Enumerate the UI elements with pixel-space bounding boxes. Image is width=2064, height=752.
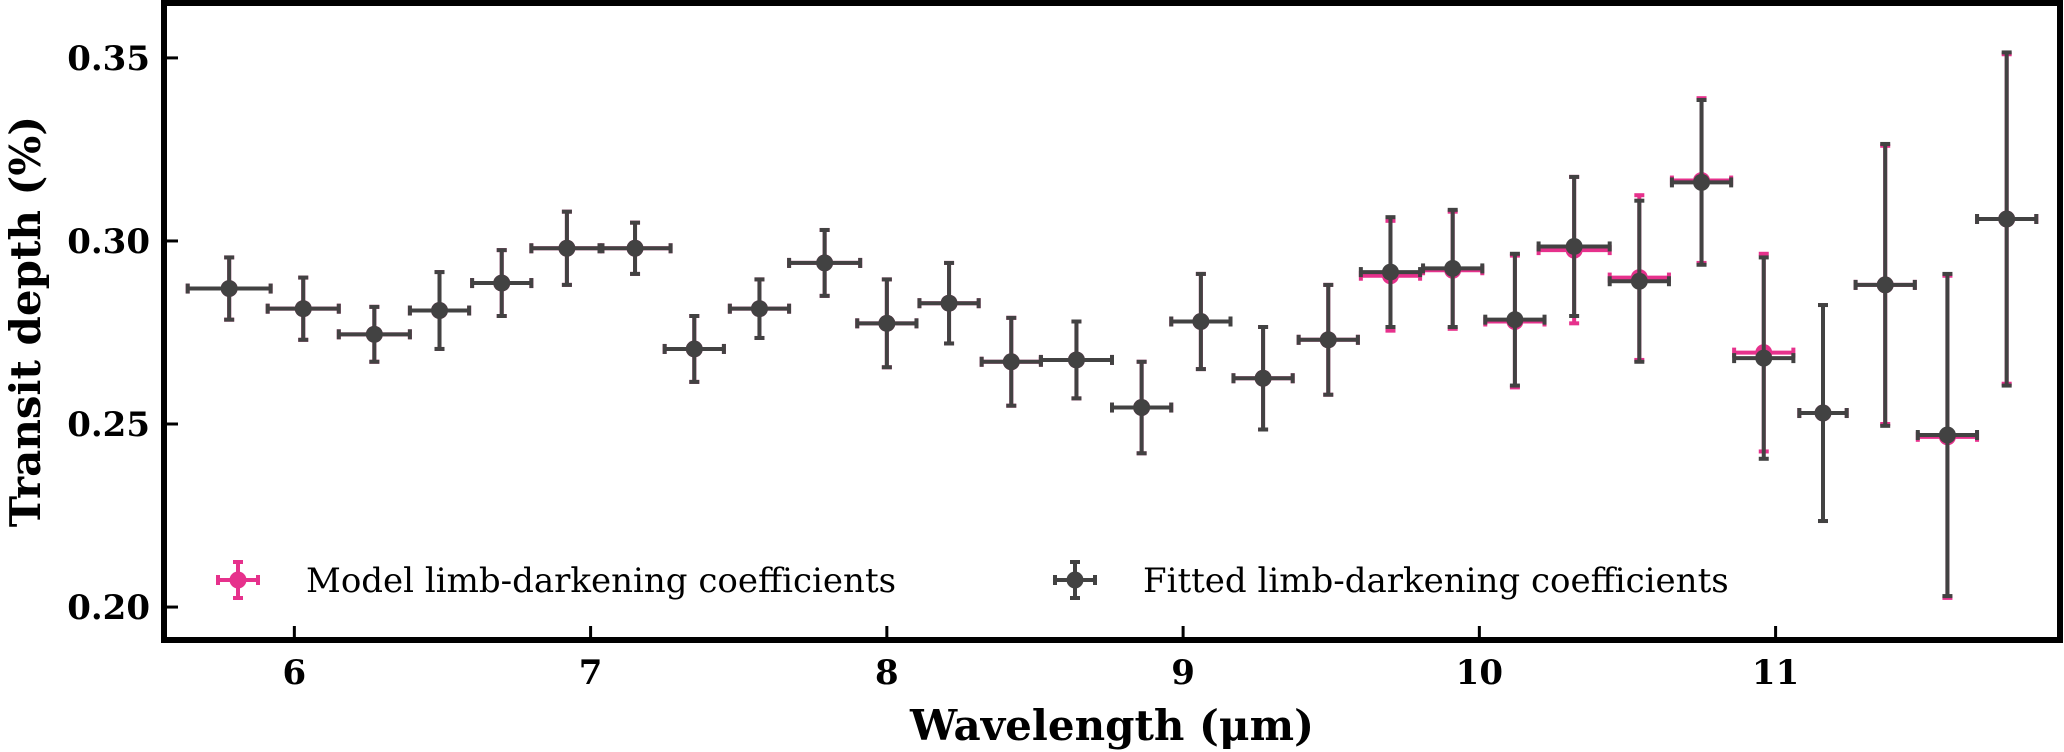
data-point bbox=[1421, 207, 1485, 329]
y-axis-ticks: 0.20 0.25 0.30 0.35 bbox=[67, 39, 178, 628]
series-model bbox=[185, 52, 2039, 600]
legend-marker-model bbox=[216, 560, 260, 600]
y-tick-label: 0.25 bbox=[67, 405, 150, 445]
legend-marker-point bbox=[216, 560, 260, 600]
data-point bbox=[1038, 319, 1114, 401]
y-tick-label: 0.20 bbox=[67, 588, 150, 628]
legend-marker-point bbox=[1053, 560, 1097, 600]
data-point bbox=[1732, 255, 1796, 461]
data-point bbox=[1483, 251, 1547, 388]
data-point bbox=[1607, 198, 1671, 364]
data-point bbox=[1853, 141, 1917, 428]
data-point bbox=[470, 248, 534, 319]
x-axis-ticks: 6 7 8 9 10 11 bbox=[283, 626, 1799, 693]
legend-marker-fitted bbox=[1053, 560, 1097, 600]
x-tick-label: 7 bbox=[579, 653, 603, 693]
data-point bbox=[979, 315, 1043, 408]
data-point bbox=[185, 255, 273, 322]
y-axis-label: Transit depth (%) bbox=[1, 116, 50, 527]
data-point bbox=[662, 314, 726, 384]
y-tick-label: 0.35 bbox=[67, 39, 150, 79]
data-point bbox=[855, 277, 919, 370]
x-tick-label: 11 bbox=[1752, 653, 1799, 693]
data-point bbox=[1169, 271, 1233, 372]
plot-frame bbox=[161, 0, 2063, 643]
x-tick-label: 8 bbox=[875, 653, 899, 693]
data-point bbox=[1915, 271, 1980, 599]
x-tick-label: 10 bbox=[1456, 653, 1503, 693]
data-point bbox=[787, 227, 863, 298]
x-axis-label: Wavelength (μm) bbox=[909, 701, 1314, 750]
x-tick-label: 6 bbox=[283, 653, 307, 693]
series-fitted bbox=[185, 50, 2039, 599]
data-point bbox=[336, 304, 412, 364]
data-point bbox=[1797, 303, 1849, 524]
data-point bbox=[1536, 174, 1612, 319]
x-tick-label: 9 bbox=[1171, 653, 1195, 693]
data-point bbox=[529, 209, 605, 287]
data-point bbox=[597, 220, 673, 276]
data-point bbox=[1231, 324, 1295, 432]
legend: Model limb-darkening coefficients Fitted… bbox=[216, 560, 1729, 601]
data-point bbox=[1669, 98, 1734, 267]
data-point bbox=[1975, 50, 2039, 388]
data-point bbox=[1110, 359, 1174, 456]
data-point bbox=[407, 270, 472, 351]
data-point bbox=[917, 260, 981, 346]
plot-series bbox=[185, 50, 2039, 600]
data-point bbox=[1358, 215, 1423, 329]
data-point bbox=[1296, 282, 1360, 397]
y-tick-label: 0.30 bbox=[67, 222, 150, 262]
legend-label-model: Model limb-darkening coefficients bbox=[306, 561, 896, 601]
data-point bbox=[265, 275, 341, 342]
legend-label-fitted: Fitted limb-darkening coefficients bbox=[1143, 561, 1729, 601]
data-point bbox=[727, 277, 792, 340]
